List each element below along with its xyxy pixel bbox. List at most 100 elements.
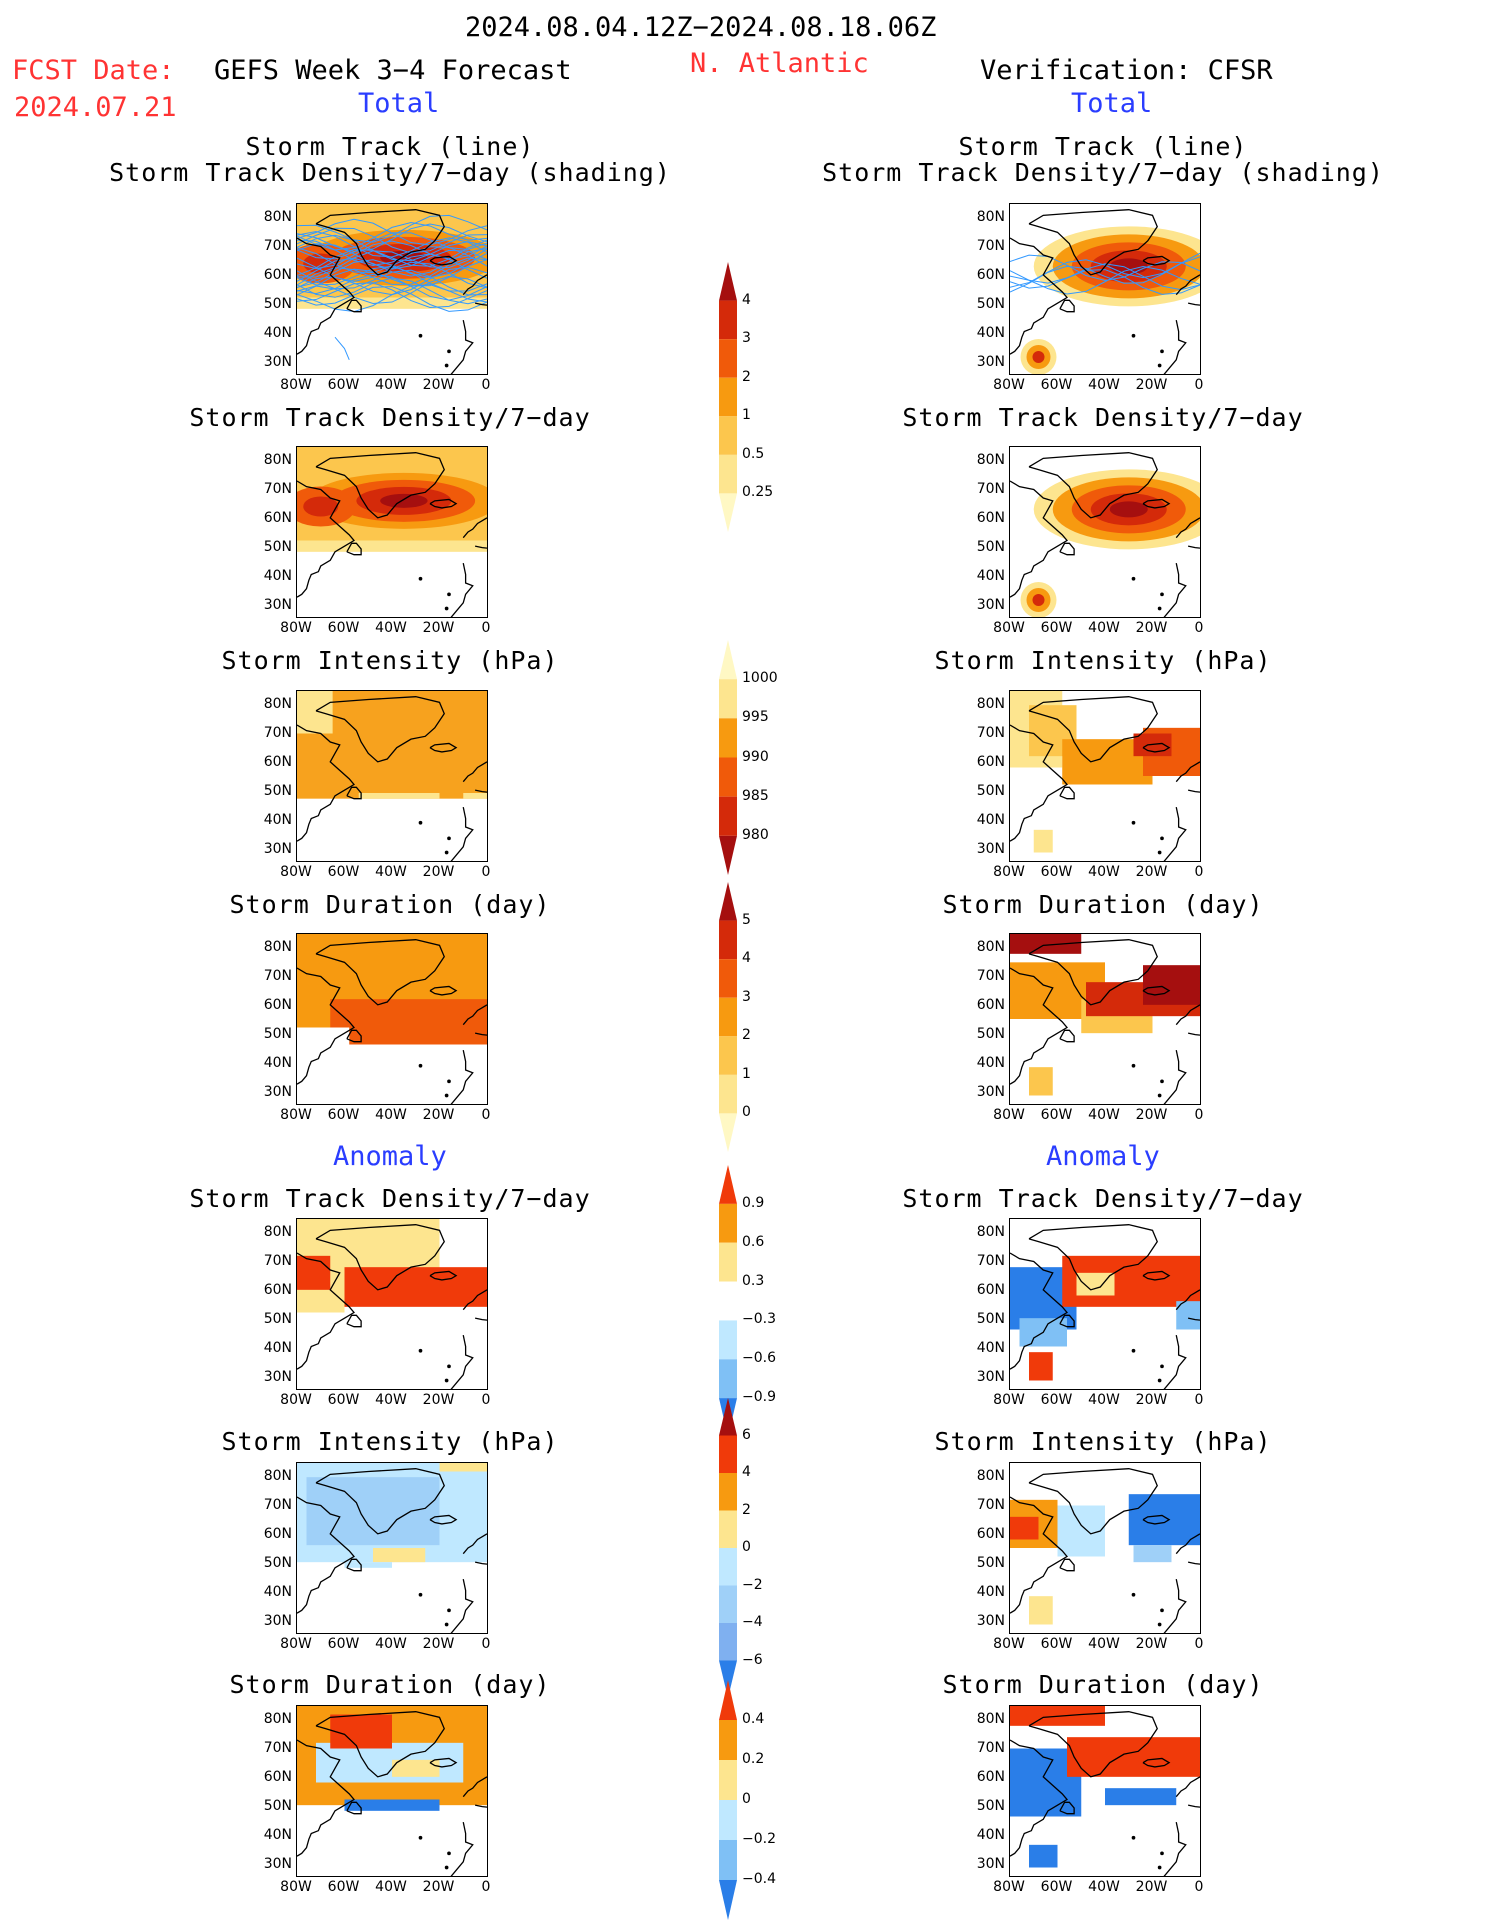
- lon-tick-label: 60W: [1040, 1107, 1073, 1123]
- lon-tick-label: 0: [481, 377, 491, 393]
- lon-tick-label: 20W: [1135, 1636, 1168, 1652]
- lon-tick-label: 60W: [1040, 1879, 1073, 1895]
- title-intensity-total-left: Storm Intensity (hPa): [221, 646, 559, 675]
- lon-tick-label: 80W: [280, 1636, 312, 1652]
- lat-tick-label: 80N: [976, 1711, 1005, 1727]
- lon-tick-label: 80W: [280, 1392, 312, 1408]
- lon-tick-label: 60W: [327, 1879, 360, 1895]
- title-density-total-left: Storm Track Density/7−day: [189, 403, 591, 432]
- lat-tick-label: 80N: [976, 1224, 1005, 1240]
- lon-tick-label: 40W: [1088, 377, 1120, 393]
- lon-tick-label: 80W: [993, 864, 1025, 880]
- map-panel-track-verification: [1009, 203, 1201, 375]
- lon-tick-label: 0: [481, 864, 491, 880]
- lat-tick-label: 50N: [976, 1311, 1005, 1327]
- colorbar-level-label: −0.6: [742, 1350, 776, 1367]
- map-field: [1010, 934, 1200, 1104]
- lon-tick-label: 20W: [1135, 377, 1168, 393]
- colorbar-level-label: 995: [742, 709, 769, 726]
- colorbar-segment: [719, 1800, 737, 1840]
- lon-tick-label: 60W: [1040, 377, 1073, 393]
- lat-tick-label: 50N: [976, 539, 1005, 555]
- lon-tick-label: 40W: [1088, 1636, 1120, 1652]
- title-intensity-anom-left: Storm Intensity (hPa): [221, 1427, 559, 1456]
- colorbar-intensity_total: [719, 640, 737, 875]
- total-label-left: Total: [358, 88, 440, 119]
- colorbar-segment: [719, 1074, 737, 1114]
- lon-tick-label: 60W: [1040, 1392, 1073, 1408]
- lon-tick-label: 0: [1194, 864, 1204, 880]
- map-field: [1010, 1468, 1200, 1633]
- lat-tick-label: 70N: [976, 1253, 1005, 1269]
- lon-tick-label: 20W: [422, 1392, 455, 1408]
- lat-tick-label: 60N: [976, 510, 1005, 526]
- colorbar-level-label: 0.6: [742, 1233, 765, 1250]
- lon-tick-label: 20W: [422, 1879, 455, 1895]
- colorbar-level-label: −0.3: [742, 1311, 776, 1328]
- colorbar-level-label: 3: [742, 988, 751, 1005]
- lat-tick-label: 30N: [976, 1369, 1005, 1385]
- lon-tick-label: 0: [1194, 1392, 1204, 1408]
- colorbar-segment: [719, 1165, 737, 1204]
- colorbar-segment: [719, 757, 737, 797]
- colorbar-segment: [719, 959, 737, 998]
- lat-tick-label: 30N: [976, 354, 1005, 370]
- colorbar-segment: [719, 1680, 737, 1720]
- lat-tick-label: 80N: [263, 1224, 292, 1240]
- lat-tick-label: 60N: [263, 1282, 292, 1298]
- colorbar-level-label: 0.9: [742, 1194, 765, 1211]
- lat-tick-label: 40N: [263, 1055, 292, 1071]
- date-range-title: 2024.08.04.12Z−2024.08.18.06Z: [465, 12, 937, 43]
- lon-tick-label: 80W: [280, 620, 312, 636]
- lat-tick-label: 30N: [976, 1856, 1005, 1872]
- colorbar-segment: [719, 1720, 737, 1760]
- colorbar-level-label: 3: [742, 330, 751, 347]
- map-panel-adens-verification: [1009, 1218, 1201, 1390]
- lat-tick-label: 70N: [263, 1253, 292, 1269]
- lat-tick-label: 40N: [976, 1827, 1005, 1843]
- map-panel-dur-forecast: [296, 933, 488, 1105]
- lat-tick-label: 40N: [263, 1340, 292, 1356]
- lon-tick-label: 60W: [1040, 864, 1073, 880]
- colorbar-segment: [719, 1242, 737, 1282]
- colorbar-level-label: −0.2: [742, 1831, 776, 1847]
- colorbar-segment: [719, 1623, 737, 1661]
- lon-tick-label: 40W: [375, 1107, 407, 1123]
- lon-tick-label: 80W: [993, 377, 1025, 393]
- colorbar-intensity_anom: [719, 1398, 737, 1698]
- lat-tick-label: 40N: [976, 568, 1005, 584]
- colorbar-level-label: 0.2: [742, 1751, 765, 1767]
- lat-tick-label: 70N: [263, 1740, 292, 1756]
- title-intensity-anom-right: Storm Intensity (hPa): [934, 1427, 1272, 1456]
- lon-tick-label: 80W: [993, 1879, 1025, 1895]
- lat-tick-label: 30N: [976, 597, 1005, 613]
- lat-tick-label: 80N: [263, 209, 292, 225]
- lat-tick-label: 60N: [976, 997, 1005, 1013]
- lat-tick-label: 50N: [976, 783, 1005, 799]
- colorbar-segment: [719, 920, 737, 960]
- colorbar-level-label: 2: [742, 368, 751, 385]
- colorbar-level-label: 980: [742, 826, 769, 843]
- lat-tick-label: 60N: [976, 754, 1005, 770]
- map-field: [297, 691, 487, 861]
- lat-tick-label: 70N: [976, 1740, 1005, 1756]
- lat-tick-label: 30N: [263, 597, 292, 613]
- lat-tick-label: 50N: [263, 296, 292, 312]
- colorbar-segment: [719, 454, 737, 494]
- colorbar-level-label: 4: [742, 950, 751, 967]
- colorbar-level-label: 6: [742, 1426, 751, 1443]
- lat-tick-label: 40N: [263, 568, 292, 584]
- title-duration-anom-left: Storm Duration (day): [229, 1670, 551, 1699]
- map-panel-adur-forecast: [296, 1705, 488, 1877]
- colorbar-level-label: 4: [742, 291, 751, 308]
- map-panel-adur-verification: [1009, 1705, 1201, 1877]
- map-field: [1010, 452, 1200, 617]
- colorbar-segment: [719, 262, 737, 301]
- lat-tick-label: 40N: [976, 325, 1005, 341]
- colorbar-level-label: −6: [742, 1651, 763, 1668]
- lon-tick-label: 20W: [1135, 1879, 1168, 1895]
- lat-tick-label: 40N: [263, 812, 292, 828]
- colorbar-level-label: 0.25: [742, 484, 774, 501]
- title-track-line-right: Storm Track (line): [958, 132, 1248, 161]
- lon-tick-label: 60W: [1040, 1636, 1073, 1652]
